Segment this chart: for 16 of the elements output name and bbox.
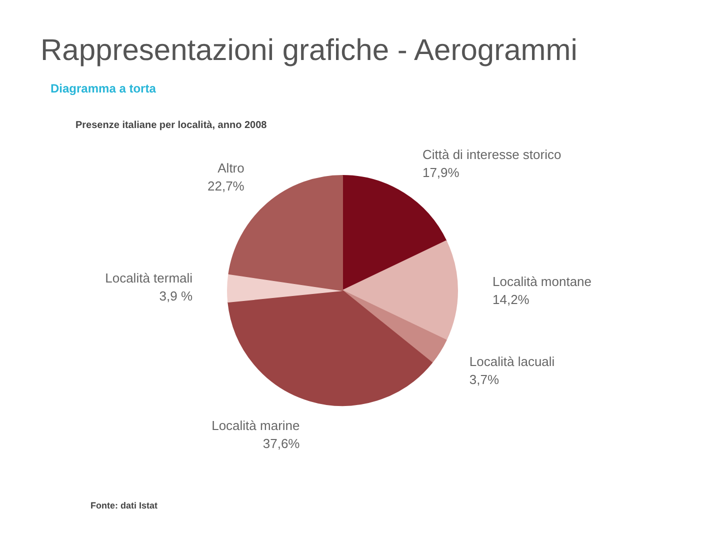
- slice-label: Località montane: [492, 274, 592, 289]
- chart-subtitle: Diagramma a torta: [50, 82, 156, 96]
- slice-label: Località marine: [212, 418, 300, 433]
- chart-title: Rappresentazioni grafiche - Aerogrammi: [40, 34, 578, 67]
- data-label: 22,7%: [208, 178, 245, 194]
- text: Presenze italiane per località, anno 2008: [76, 120, 268, 131]
- data-label: 17,9%: [422, 165, 460, 180]
- data-label: 3,7%: [469, 372, 500, 387]
- slice-label: Altro: [218, 160, 244, 176]
- slice-label: Località termali: [105, 270, 193, 286]
- data-label: 3,9 %: [159, 288, 193, 304]
- data-label: 14,2%: [492, 292, 530, 307]
- source-note: Fonte: dati Istat: [90, 500, 158, 510]
- slice-label: Città di interesse storico: [422, 147, 562, 162]
- slice-label: Località lacuali: [469, 354, 555, 369]
- data-label: 37,6%: [262, 436, 300, 451]
